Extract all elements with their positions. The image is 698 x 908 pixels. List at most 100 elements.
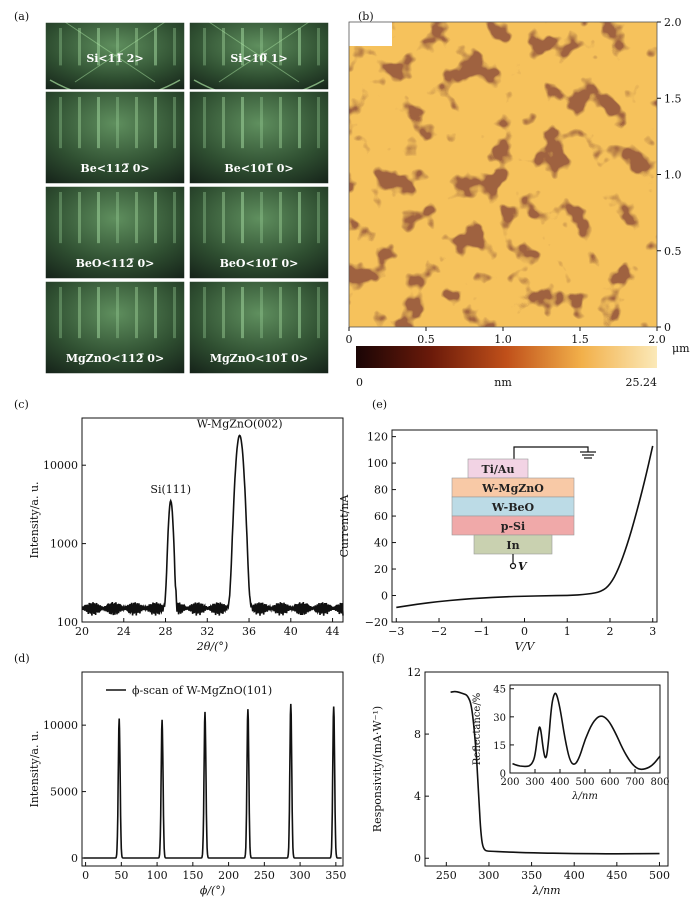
x-axis-label: ϕ/(°) — [200, 884, 225, 897]
rheed-label: BeO<101̅ 0> — [220, 257, 299, 270]
rheed-streak — [222, 97, 225, 149]
series-line — [512, 692, 661, 771]
rheed-border — [188, 280, 330, 375]
chart-e: (e) −3 −2 −1 0 1 2 3 −20 0 20 40 60 80 100 120 V/V Curren… — [338, 398, 658, 653]
rheed-streak — [173, 28, 176, 66]
plot-frame — [81, 671, 344, 867]
x-tick-label: 200 — [218, 869, 239, 882]
rheed-streak — [59, 28, 62, 66]
x-tick-label: 400 — [550, 777, 569, 788]
y-tick-label: 100 — [57, 616, 78, 629]
y-tick-label: 100 — [367, 457, 388, 470]
y-tick-label: 2.0 — [664, 16, 682, 29]
rheed-label: Si<11̅ 2> — [86, 52, 143, 65]
y-axis-label: Responsivity/(mA·W⁻¹) — [371, 706, 384, 832]
panel-label: (f) — [372, 652, 385, 665]
y-tick-label: 10000 — [43, 459, 78, 472]
x-tick-label: 0 — [521, 625, 528, 638]
rheed-streak — [298, 192, 301, 244]
rheed-background — [45, 281, 185, 374]
rheed-streak — [154, 97, 157, 149]
x-tick-label: 44 — [326, 625, 340, 638]
y-tick-label: 45 — [493, 685, 506, 696]
rheed-streak — [222, 192, 225, 244]
rheed-streak — [279, 97, 282, 149]
rheed-streak — [241, 28, 244, 66]
x-tick-label: 200 — [500, 777, 519, 788]
x-tick-label: 28 — [159, 625, 173, 638]
rheed-border — [44, 90, 186, 185]
rheed-streak — [222, 28, 225, 66]
plot-frame — [424, 671, 669, 867]
rheed-streak — [97, 287, 100, 339]
rheed-label: MgZnO<101̅ 0> — [210, 352, 308, 365]
x-tick-label: 500 — [649, 869, 670, 882]
rheed-streak — [317, 28, 320, 66]
rheed-streak — [260, 97, 263, 149]
x-axis-label: 2θ/(°) — [196, 640, 228, 653]
rheed-label: Be<112̅ 0> — [80, 162, 149, 175]
x-tick-label: 450 — [606, 869, 627, 882]
panel-label: (d) — [14, 652, 30, 665]
series-line — [396, 445, 654, 609]
rheed-border — [44, 280, 186, 375]
rheed-streak — [203, 28, 206, 66]
y-tick-label: 12 — [407, 666, 421, 679]
rheed-border — [188, 185, 330, 280]
rheed-tile: BeO<112̅ 0> — [44, 185, 186, 280]
plot-frame — [81, 417, 344, 623]
rheed-streak — [154, 28, 157, 66]
colorbar-min: 0 — [356, 376, 363, 389]
afm-image — [348, 21, 658, 328]
colorbar-max: 25.24 — [626, 376, 658, 389]
rheed-tile: Si<10̅ 1> — [188, 21, 330, 100]
peak-label: W-MgZnO(002) — [197, 417, 283, 430]
rheed-streak — [59, 97, 62, 149]
rheed-streak — [317, 287, 320, 339]
rheed-streak — [203, 192, 206, 244]
y-axis-label: Intensity/a. u. — [28, 730, 41, 807]
y-tick-label: 0 — [414, 852, 421, 865]
x-tick-label: 300 — [525, 777, 544, 788]
x-tick-label: 36 — [242, 625, 256, 638]
rheed-streak — [298, 97, 301, 149]
chart-c: (c) 20 24 28 32 36 40 44 100 1000 10000 2θ/(°) Inten… — [14, 398, 344, 653]
device-layer-label: In — [506, 539, 519, 552]
x-tick-label: −1 — [474, 625, 490, 638]
y-axis-label: Intensity/a. u. — [28, 481, 41, 558]
rheed-background — [189, 91, 329, 184]
series-line — [450, 690, 660, 855]
x-tick-label: 250 — [436, 869, 457, 882]
rheed-streak — [59, 192, 62, 244]
rheed-streak — [116, 287, 119, 339]
rheed-streak — [78, 28, 81, 66]
rheed-label: Be<101̅ 0> — [224, 162, 293, 175]
kikuchi-line — [208, 21, 300, 83]
rheed-tile: MgZnO<101̅ 0> — [188, 280, 330, 375]
x-tick-label: 1 — [564, 625, 571, 638]
kikuchi-line — [74, 21, 166, 83]
rheed-streak — [78, 192, 81, 244]
rheed-streak — [154, 287, 157, 339]
y-tick-label: 5000 — [50, 786, 78, 799]
rheed-tile: Si<11̅ 2> — [44, 21, 186, 100]
rheed-streak — [279, 192, 282, 244]
panel-b-label: (b) — [358, 10, 374, 23]
rheed-streak — [241, 97, 244, 149]
phi-scan-curve — [83, 703, 342, 859]
rheed-tile: MgZnO<112̅ 0> — [44, 280, 186, 375]
rheed-streak — [173, 192, 176, 244]
colorbar — [356, 346, 657, 368]
rheed-streak — [116, 192, 119, 244]
rheed-streak — [97, 97, 100, 149]
colorbar-unit: nm — [494, 376, 512, 389]
panel-a-label: (a) — [14, 10, 29, 23]
y-tick-label: 120 — [367, 431, 388, 444]
chart-panels: (c)20 24 28 32 36 40 441001000100002θ/(°)Inten… — [14, 398, 670, 897]
rheed-streak — [317, 192, 320, 244]
rheed-streak — [78, 287, 81, 339]
rheed-streak — [135, 97, 138, 149]
device-layer-label: W-MgZnO — [481, 482, 544, 495]
rheed-streak — [97, 192, 100, 244]
